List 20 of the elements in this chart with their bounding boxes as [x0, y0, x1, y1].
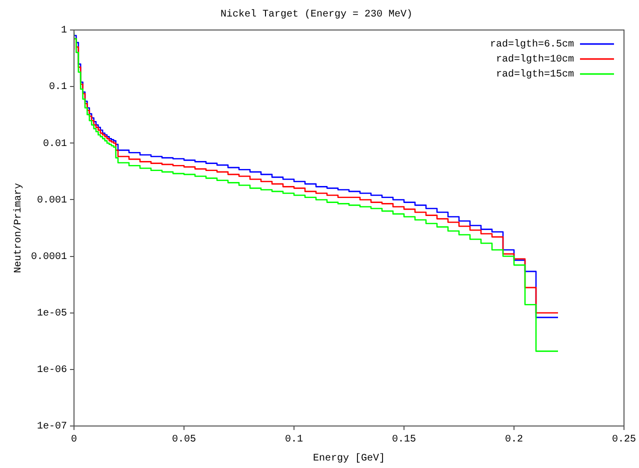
- y-tick-label: 1: [60, 26, 68, 37]
- y-tick-label: 0.01: [42, 138, 68, 150]
- y-tick-label: 0.0001: [30, 252, 68, 263]
- y-tick-label: 1e-05: [36, 308, 68, 320]
- y-tick-label: 0.001: [36, 195, 68, 206]
- y-tick-label: 0.1: [48, 82, 68, 94]
- x-tick-label: 0.2: [504, 434, 524, 446]
- x-tick-label: 0.15: [392, 434, 416, 446]
- x-tick-label: 0.05: [172, 434, 196, 446]
- legend-label: rad=lgth=10cm: [496, 54, 574, 66]
- y-tick-label: 1e-06: [36, 365, 68, 376]
- y-tick-label: 1e-07: [36, 422, 68, 433]
- legend-label: rad=lgth=15cm: [496, 68, 574, 81]
- x-tick-label: 0: [71, 434, 78, 446]
- chart-title: Nickel Target (Energy = 230 MeV): [220, 8, 413, 21]
- x-axis-title: Energy [GeV]: [312, 452, 386, 465]
- legend-label: rad=lgth=6.5cm: [490, 38, 574, 51]
- y-axis-title: Neutron/Primary: [12, 182, 25, 274]
- x-tick-label: 0.25: [612, 434, 636, 446]
- x-tick-label: 0.1: [284, 434, 304, 446]
